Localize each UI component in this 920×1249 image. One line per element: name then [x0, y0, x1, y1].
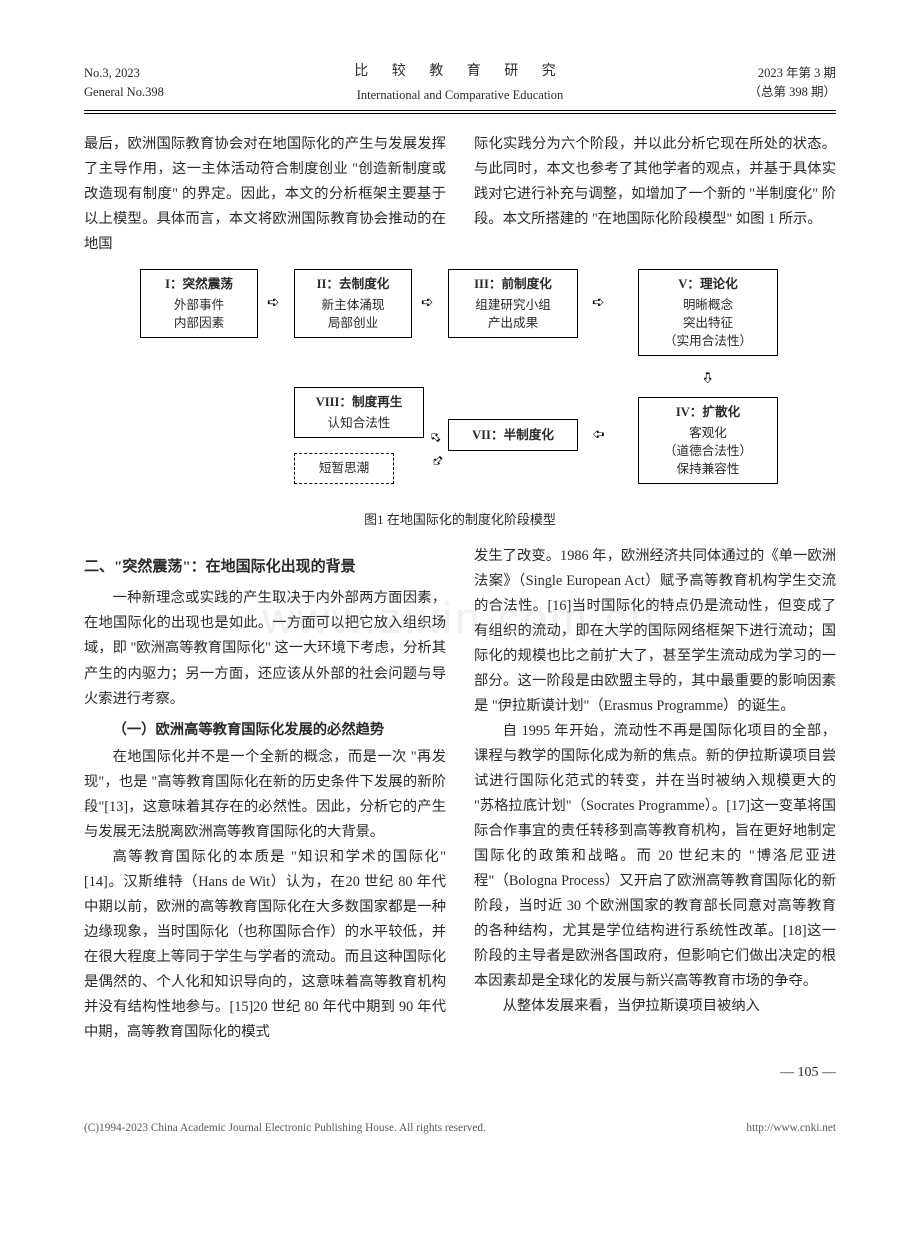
header-rule: [84, 113, 836, 114]
box-stage-1: I：突然震荡 外部事件 内部因素: [140, 269, 258, 338]
box5-line1: 明晰概念: [683, 298, 733, 312]
box-stage-3: III：前制度化 组建研究小组 产出成果: [448, 269, 578, 338]
box-stage-7: VII：半制度化: [448, 419, 578, 451]
box1-line2: 内部因素: [174, 316, 224, 330]
issue-no-en: No.3, 2023: [84, 64, 264, 83]
header-center: 比 较 教 育 研 究 International and Comparativ…: [264, 60, 656, 106]
issue-no-cn: 2023 年第 3 期: [656, 64, 836, 83]
box8-title: VIII：制度再生: [301, 393, 417, 411]
box5-title: V：理论化: [645, 275, 771, 293]
box-stage-4: IV：扩散化 客观化 （道德合法性） 保持兼容性: [638, 397, 778, 484]
section2-p4: 发生了改变。1986 年，欧洲经济共同体通过的《单一欧洲法案》（Single E…: [474, 544, 836, 719]
stage-model-diagram: I：突然震荡 外部事件 内部因素 II：去制度化 新主体涌现 局部创业 III：…: [140, 269, 780, 501]
journal-title-en: International and Comparative Education: [264, 85, 656, 107]
intro-columns: 最后，欧洲国际教育协会对在地国际化的产生与发展发挥了主导作用，这一主体活动符合制…: [84, 132, 836, 257]
arrow-left-icon: ➪: [592, 425, 605, 447]
arrow-right-icon: ➪: [592, 293, 605, 315]
footer-url: http://www.cnki.net: [746, 1119, 836, 1139]
box-transient: 短暂思潮: [294, 453, 394, 483]
arrow-down-icon: ➪: [695, 372, 717, 385]
box2-line2: 局部创业: [328, 316, 378, 330]
section2-p1: 一种新理念或实践的产生取决于内外部两方面因素，在地国际化的出现也是如此。一方面可…: [84, 586, 446, 711]
header-right: 2023 年第 3 期 （总第 398 期）: [656, 64, 836, 102]
box4-line2: （道德合法性）: [664, 444, 752, 458]
general-no-cn: （总第 398 期）: [656, 83, 836, 102]
box-stage-2: II：去制度化 新主体涌现 局部创业: [294, 269, 412, 338]
box3-line2: 产出成果: [488, 316, 538, 330]
arrow-right-icon: ➪: [267, 293, 280, 315]
box9-title: 短暂思潮: [319, 461, 369, 475]
arrow-upleft-icon: ➪: [424, 424, 448, 448]
page-header: No.3, 2023 General No.398 比 较 教 育 研 究 In…: [84, 60, 836, 111]
box-stage-5: V：理论化 明晰概念 突出特征 （实用合法性）: [638, 269, 778, 356]
section2-p6: 从整体发展来看，当伊拉斯谟项目被纳入: [474, 994, 836, 1019]
page-footer: (C)1994-2023 China Academic Journal Elec…: [84, 1119, 836, 1139]
footer-copyright: (C)1994-2023 China Academic Journal Elec…: [84, 1119, 486, 1139]
intro-para-left: 最后，欧洲国际教育协会对在地国际化的产生与发展发挥了主导作用，这一主体活动符合制…: [84, 132, 446, 257]
box3-title: III：前制度化: [455, 275, 571, 293]
box5-line3: （实用合法性）: [664, 334, 752, 348]
body-columns: 二、"突然震荡"：在地国际化出现的背景 一种新理念或实践的产生取决于内外部两方面…: [84, 544, 836, 1045]
box-stage-8: VIII：制度再生 认知合法性: [294, 387, 424, 438]
section2-p5: 自 1995 年开始，流动性不再是国际化项目的全部，课程与教学的国际化成为新的焦…: [474, 719, 836, 994]
box4-title: IV：扩散化: [645, 403, 771, 421]
section-2-heading: 二、"突然震荡"：在地国际化出现的背景: [84, 554, 446, 580]
box4-line3: 保持兼容性: [677, 462, 740, 476]
box5-line2: 突出特征: [683, 316, 733, 330]
section2-p2: 在地国际化并不是一个全新的概念，而是一次 "再发现"，也是 "高等教育国际化在新…: [84, 745, 446, 845]
box7-title: VII：半制度化: [455, 426, 571, 444]
arrow-downleft-icon: ➪: [424, 448, 448, 472]
intro-para-right: 际化实践分为六个阶段，并以此分析它现在所处的状态。与此同时，本文也参考了其他学者…: [474, 132, 836, 232]
box3-line1: 组建研究小组: [475, 298, 551, 312]
section2-sub1: （一）欧洲高等教育国际化发展的必然趋势: [84, 718, 446, 743]
header-left: No.3, 2023 General No.398: [84, 64, 264, 102]
box8-line1: 认知合法性: [328, 416, 391, 430]
box2-line1: 新主体涌现: [322, 298, 385, 312]
page-number: — 105 —: [84, 1061, 836, 1086]
journal-title-cn: 比 较 教 育 研 究: [264, 60, 656, 85]
box1-title: I：突然震荡: [147, 275, 251, 293]
arrow-right-icon: ➪: [421, 293, 434, 315]
general-no-en: General No.398: [84, 83, 264, 102]
section2-p3: 高等教育国际化的本质是 "知识和学术的国际化"[14]。汉斯维特（Hans de…: [84, 845, 446, 1045]
figure-1-caption: 图1 在地国际化的制度化阶段模型: [84, 509, 836, 532]
box4-line1: 客观化: [689, 426, 727, 440]
figure-1: I：突然震荡 外部事件 内部因素 II：去制度化 新主体涌现 局部创业 III：…: [84, 269, 836, 532]
box2-title: II：去制度化: [301, 275, 405, 293]
box1-line1: 外部事件: [174, 298, 224, 312]
